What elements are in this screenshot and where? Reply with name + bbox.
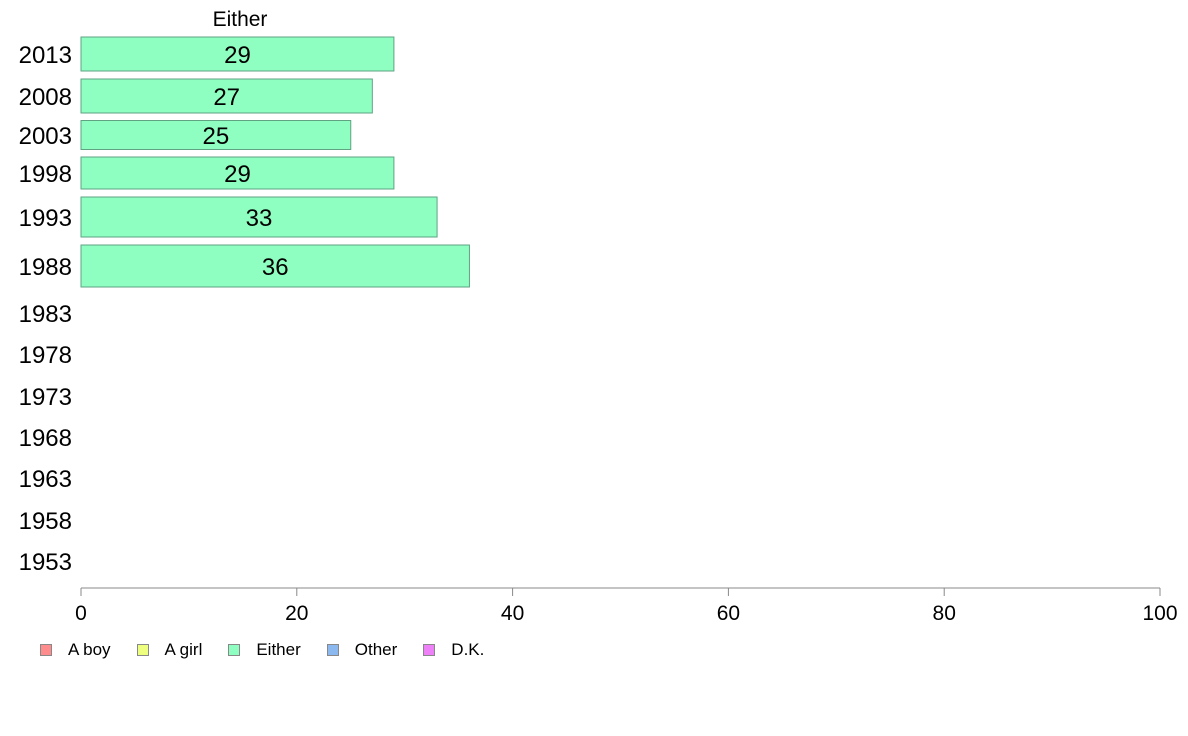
bar (80, 244, 470, 288)
data-label: 27 (213, 84, 240, 111)
legend: A boy A girl Either Other D.K. (40, 640, 510, 660)
y-tick-label: 1968 (19, 425, 72, 452)
x-tick-label: 20 (285, 602, 308, 625)
x-tick-label: 60 (717, 602, 740, 625)
y-tick-label: 1983 (19, 301, 72, 328)
y-tick-label: 1963 (19, 466, 72, 493)
data-label: 29 (224, 42, 251, 69)
y-tick-label: 1998 (19, 161, 72, 188)
data-label: 25 (203, 123, 230, 150)
y-tick-label: 1973 (19, 384, 72, 411)
legend-swatch (136, 644, 149, 656)
legend-item: A boy (40, 640, 111, 660)
y-tick-label: 2013 (19, 42, 72, 69)
y-tick-labels: 2013 2008 2003 1998 1993 1988 1983 1978 1973 1968… (19, 42, 72, 576)
x-tick-label: 100 (1142, 602, 1177, 625)
legend-label: Other (354, 640, 398, 659)
y-tick-label: 1958 (19, 508, 72, 535)
legend-swatch (326, 644, 339, 656)
legend-swatch (40, 644, 52, 656)
legend-item: Either (228, 640, 301, 660)
legend-item: A girl (136, 640, 203, 660)
legend-label: Either (256, 640, 301, 659)
data-label: 36 (262, 254, 289, 281)
bar (80, 36, 395, 72)
legend-item: D.K. (423, 640, 484, 660)
x-tick-label: 0 (75, 602, 87, 625)
y-tick-label: 2003 (19, 123, 72, 150)
y-tick-label: 2008 (19, 84, 72, 111)
x-tick-label: 80 (933, 602, 956, 625)
panel-title: Either (213, 8, 268, 31)
data-label: 29 (224, 161, 251, 188)
x-tick-label: 40 (501, 602, 524, 625)
legend-swatch (423, 644, 436, 656)
y-tick-label: 1988 (19, 254, 72, 281)
bars-group: 29 27 25 29 33 36 (80, 36, 470, 288)
y-tick-label: 1993 (19, 205, 72, 232)
legend-item: Other (326, 640, 398, 660)
legend-label: A boy (68, 640, 111, 659)
x-ticks: 0 20 40 60 80 100 (75, 588, 1178, 625)
bar (80, 156, 395, 190)
y-tick-label: 1953 (19, 549, 72, 576)
data-label: 33 (246, 205, 273, 232)
bar (80, 120, 352, 150)
bar (80, 196, 438, 238)
legend-label: A girl (164, 640, 203, 659)
y-tick-label: 1978 (19, 342, 72, 369)
legend-label: D.K. (451, 640, 485, 659)
legend-swatch (228, 644, 241, 656)
bar (80, 78, 373, 114)
